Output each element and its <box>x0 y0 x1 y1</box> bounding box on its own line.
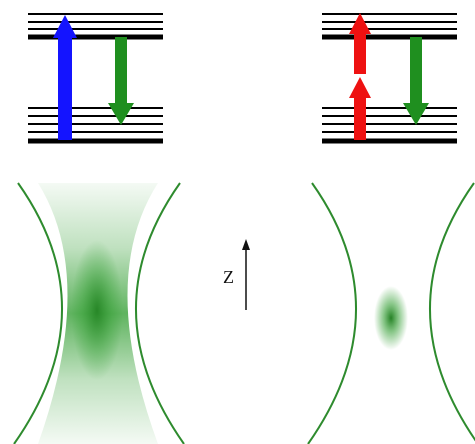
z-axis-label: Z <box>223 267 234 287</box>
emission-arrow-left <box>108 37 134 125</box>
one-photon-fluorescence-cone <box>38 183 158 444</box>
one-photon-excitation-arrow <box>53 15 77 140</box>
left-beam-outline <box>13 182 185 444</box>
emission-arrow-right <box>403 37 429 125</box>
right-beam-outline <box>307 182 475 444</box>
two-photon-fluorescence-spot <box>374 286 408 350</box>
two-photon-excitation-arrow-lower <box>349 77 371 140</box>
one-photon-energy-levels <box>28 13 163 144</box>
two-photon-energy-levels <box>322 13 457 144</box>
z-axis-indicator: Z <box>223 239 250 310</box>
two-photon-excitation-arrow-upper <box>349 13 371 74</box>
